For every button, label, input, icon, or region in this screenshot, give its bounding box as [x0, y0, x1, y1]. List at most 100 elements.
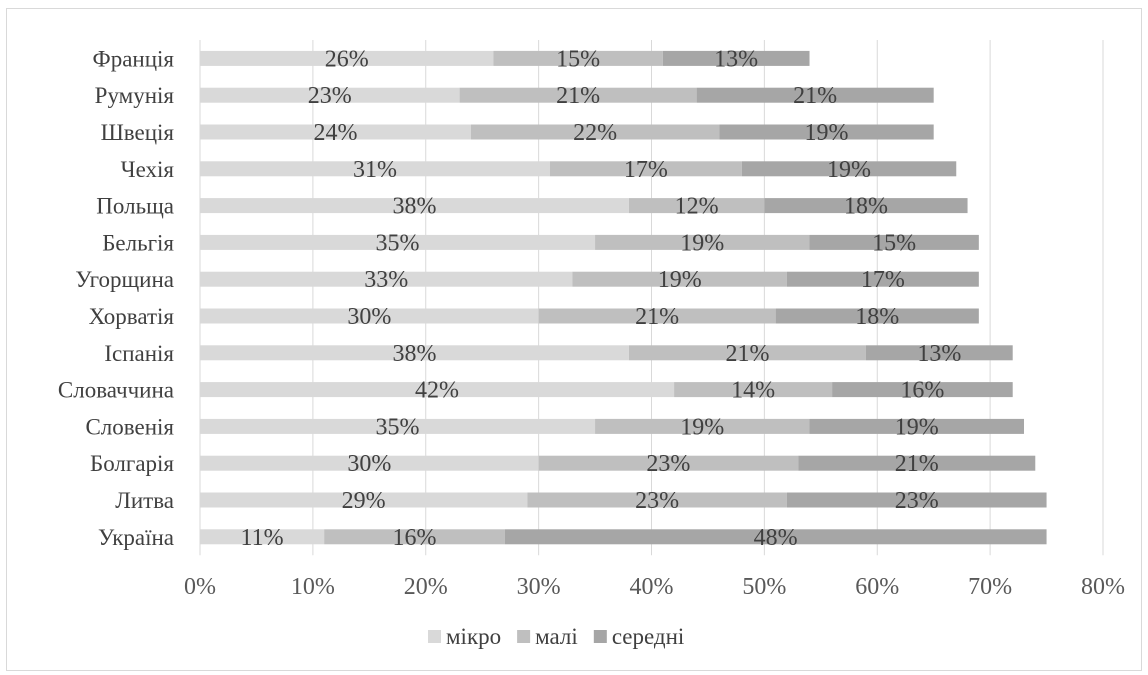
category-label: Болгарія: [90, 451, 174, 476]
bar-segment: [662, 50, 810, 66]
data-label: 19%: [804, 120, 848, 146]
x-tick-label: 0%: [184, 574, 216, 600]
category-label: Угорщина: [75, 267, 174, 292]
legend-swatch: [517, 630, 531, 643]
data-label: 19%: [680, 414, 724, 440]
bar-segment: [809, 234, 979, 250]
bar-segment: [674, 382, 833, 398]
bar-segment: [741, 161, 957, 177]
x-tick-label: 40%: [630, 574, 674, 600]
data-label: 18%: [844, 194, 888, 220]
data-label: 16%: [900, 378, 944, 404]
bar-segment: [200, 529, 325, 545]
category-label: Франція: [93, 46, 175, 71]
data-label: 21%: [793, 83, 837, 109]
category-label: Польща: [96, 194, 174, 219]
x-tick-label: 30%: [517, 574, 561, 600]
data-label: 15%: [872, 230, 916, 256]
data-label: 19%: [680, 230, 724, 256]
legend-label: середні: [612, 624, 685, 649]
data-label: 30%: [347, 451, 391, 477]
data-label: 33%: [364, 267, 408, 293]
data-labels: 26% 15% 13% 23% 21% 21% 24% 22% 19% 31% 17% 19% 38% 1…: [241, 46, 962, 550]
data-label: 11%: [241, 525, 284, 551]
data-label: 19%: [895, 414, 939, 440]
data-label: 19%: [658, 267, 702, 293]
data-label: 23%: [308, 83, 352, 109]
category-label: Чехія: [121, 157, 175, 182]
bar-segment: [200, 418, 596, 434]
data-label: 21%: [635, 304, 679, 330]
legend-swatch: [593, 630, 607, 643]
bar-segment: [696, 87, 934, 103]
data-label: 16%: [392, 525, 436, 551]
data-label: 31%: [353, 157, 397, 183]
bar-segment: [200, 492, 528, 508]
bar-segment: [809, 418, 1024, 434]
bar-segment: [628, 198, 765, 214]
bar-segment: [459, 87, 697, 103]
bar-segment: [200, 198, 629, 214]
bar-segment: [504, 529, 1047, 545]
x-tick-label: 20%: [404, 574, 448, 600]
data-label: 42%: [415, 378, 459, 404]
x-tick-label: 80%: [1081, 574, 1125, 600]
category-label: Швеція: [101, 120, 175, 145]
x-tick-label: 10%: [291, 574, 335, 600]
data-label: 35%: [376, 414, 420, 440]
bar-segment: [719, 124, 934, 140]
bar-segment: [572, 271, 787, 287]
bar-segment: [200, 161, 550, 177]
data-label: 21%: [556, 83, 600, 109]
data-label: 15%: [556, 46, 600, 72]
category-label: Словенія: [85, 414, 174, 439]
data-label: 21%: [895, 451, 939, 477]
data-label: 24%: [313, 120, 357, 146]
bar-segment: [200, 124, 471, 140]
category-label: Україна: [98, 525, 174, 550]
bar-segment: [832, 382, 1013, 398]
legend-swatch: [428, 630, 441, 643]
bar-segment: [628, 345, 866, 361]
data-label: 17%: [624, 157, 668, 183]
x-tick-label: 70%: [968, 574, 1012, 600]
legend-label: малі: [535, 624, 578, 649]
data-label: 23%: [895, 488, 939, 514]
category-label: Литва: [115, 488, 174, 513]
bar-segment: [865, 345, 1013, 361]
bar-segment: [200, 308, 539, 324]
chart-frame: [6, 8, 1142, 671]
bar-segment: [493, 50, 663, 66]
category-label: Хорватія: [89, 304, 175, 329]
bar-segment: [595, 418, 810, 434]
data-label: 35%: [376, 230, 420, 256]
bar-segment: [200, 234, 596, 250]
category-label: Румунія: [95, 83, 175, 108]
category-label: Словаччина: [58, 378, 174, 403]
bar-segment: [200, 271, 573, 287]
bar-segment: [798, 455, 1036, 471]
bar-segment: [549, 161, 742, 177]
bar-segment: [595, 234, 810, 250]
bars: [200, 50, 1047, 545]
legend: мікро малі середні: [428, 624, 684, 649]
data-label: 23%: [646, 451, 690, 477]
bar-segment: [764, 198, 968, 214]
bar-segment: [200, 50, 494, 66]
data-label: 29%: [342, 488, 386, 514]
data-label: 26%: [325, 46, 369, 72]
x-tick-label: 60%: [855, 574, 899, 600]
bar-segment: [200, 345, 629, 361]
bar-segment: [200, 455, 539, 471]
bar-segment: [775, 308, 979, 324]
data-label: 13%: [917, 341, 961, 367]
category-label: Іспанія: [104, 341, 174, 366]
data-label: 48%: [754, 525, 798, 551]
bar-segment: [200, 87, 460, 103]
data-label: 22%: [573, 120, 617, 146]
data-label: 30%: [347, 304, 391, 330]
data-label: 21%: [725, 341, 769, 367]
category-label: Бельгія: [102, 230, 174, 255]
